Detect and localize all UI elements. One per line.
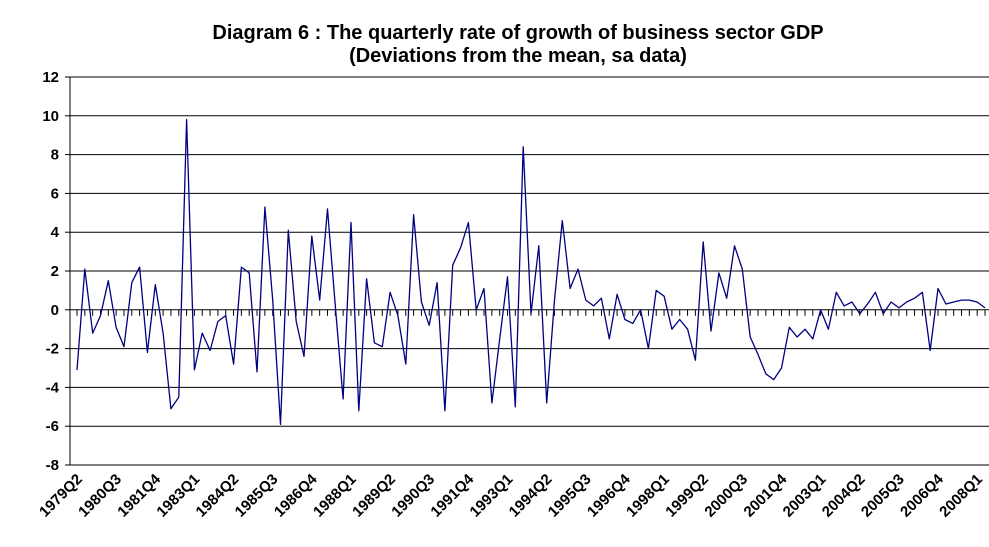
x-tick-label: 2008Q1 — [936, 471, 986, 521]
y-tick-label: 10 — [42, 108, 59, 125]
y-tick-label: 6 — [51, 185, 59, 202]
y-tick-label: -6 — [46, 418, 59, 435]
y-axis: -8 -6 -4 -2 0 2 4 6 8 10 12 — [42, 69, 71, 474]
y-tick-label: -2 — [46, 341, 59, 358]
series-line — [76, 119, 986, 425]
y-tick-label: 0 — [51, 302, 59, 319]
y-tick-label: 2 — [51, 263, 59, 280]
y-tick-label: 12 — [42, 69, 59, 86]
chart-subtitle: (Deviations from the mean, sa data) — [349, 45, 687, 67]
chart-title: Diagram 6 : The quarterly rate of growth… — [212, 22, 823, 44]
plot-area — [76, 119, 986, 425]
y-tick-label: 4 — [51, 224, 60, 241]
y-tick-label: -4 — [46, 379, 60, 396]
y-tick-label: 8 — [51, 147, 59, 164]
y-tick-label: -8 — [46, 457, 59, 474]
